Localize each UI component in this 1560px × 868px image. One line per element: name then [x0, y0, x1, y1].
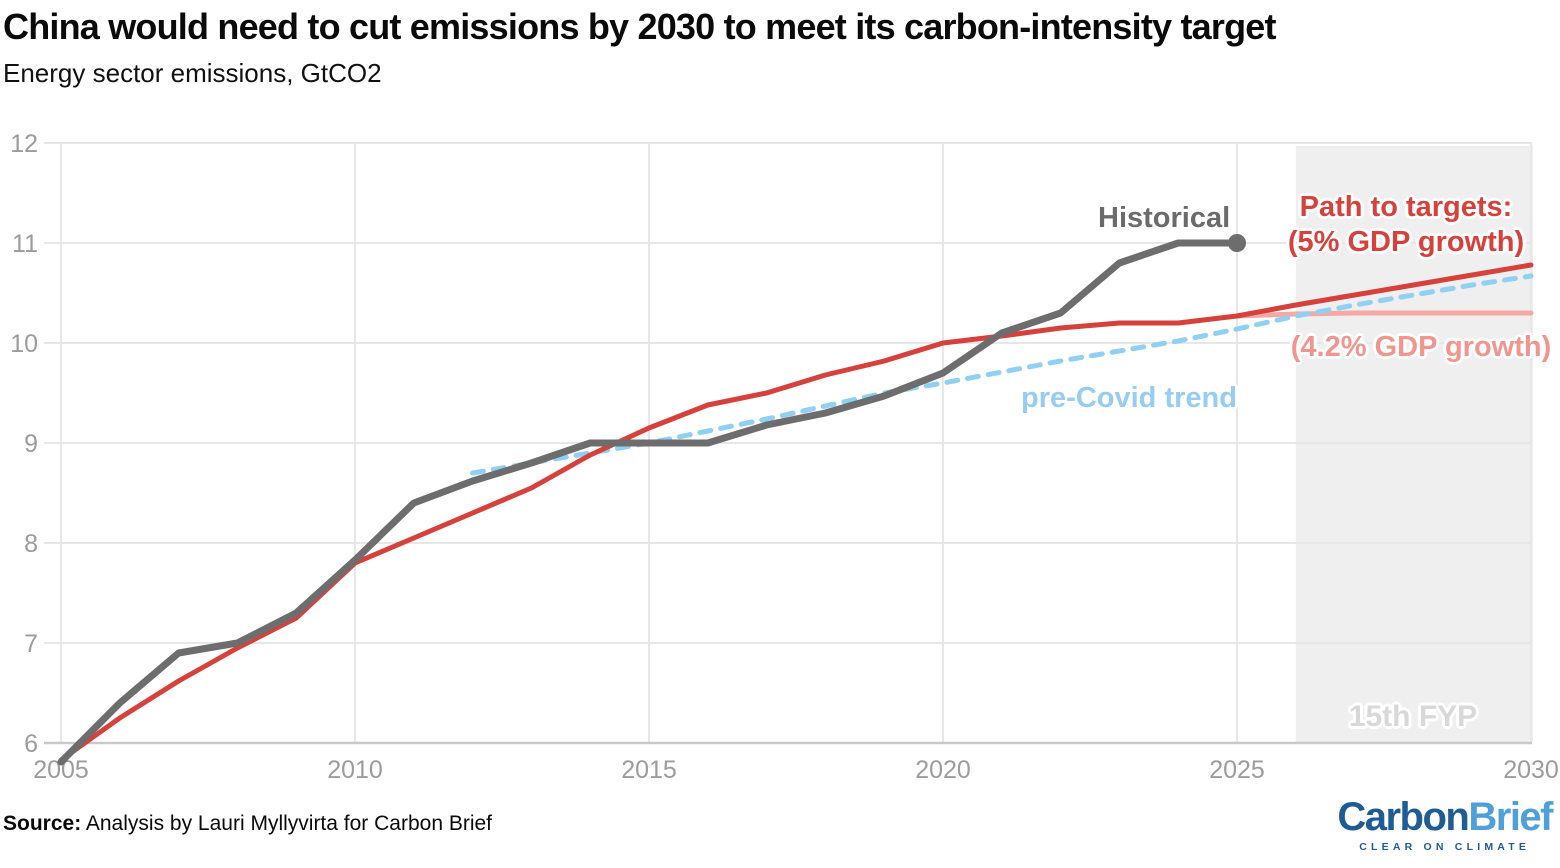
legend-label-path-line1: Path to targets:	[1299, 191, 1513, 223]
legend-label-historical: Historical	[1098, 202, 1231, 234]
logo-brief-text: Brief	[1468, 795, 1553, 839]
series-end-dot	[1228, 234, 1246, 252]
series-line--4-2-gdp-growth-	[1234, 310, 1534, 319]
shaded-region-label-15th-fyp: 15th FYP	[1348, 700, 1478, 733]
y-tick-label: 11	[12, 230, 38, 258]
source-label: Source:	[3, 812, 82, 835]
y-tick-label: 12	[10, 130, 38, 158]
legend-label-precovid: pre-Covid trend	[1021, 382, 1237, 414]
legend-label-path-line2: (5% GDP growth)	[1287, 226, 1525, 258]
legend-label-path-to-targets: Path to targets: (5% GDP growth)	[1286, 190, 1526, 260]
x-tick-label: 2025	[1209, 756, 1265, 784]
logo-tagline: CLEAR ON CLIMATE	[1359, 841, 1531, 853]
logo-wordmark: CarbonBrief	[1337, 795, 1553, 839]
y-tick-label: 8	[24, 530, 38, 558]
x-tick-label: 2010	[327, 756, 383, 784]
y-tick-label: 7	[24, 630, 38, 658]
y-tick-label: 10	[10, 330, 38, 358]
page-title: China would need to cut emissions by 203…	[3, 6, 1276, 47]
source-line: Source: Analysis by Lauri Myllyvirta for…	[3, 812, 492, 836]
carbonbrief-logo: CarbonBrief CLEAR ON CLIMATE	[1337, 795, 1553, 853]
y-tick-label: 9	[24, 430, 38, 458]
page-subtitle: Energy sector emissions, GtCO2	[3, 58, 382, 88]
source-value: Analysis by Lauri Myllyvirta for Carbon …	[85, 812, 493, 835]
y-tick-label: 6	[24, 730, 38, 758]
x-tick-label: 2015	[621, 756, 677, 784]
series-line-historical	[57, 239, 1241, 766]
legend-label-gdp42: (4.2% GDP growth)	[1290, 331, 1552, 363]
logo-carbon-text: Carbon	[1337, 795, 1470, 839]
x-tick-label: 2030	[1503, 756, 1559, 784]
x-tick-label: 2020	[915, 756, 971, 784]
